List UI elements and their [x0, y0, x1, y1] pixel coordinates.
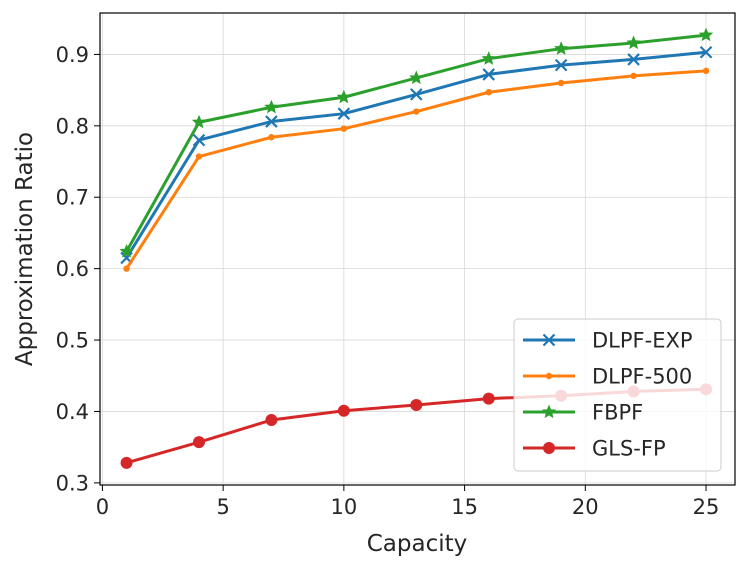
y-tick-label: 0.6: [56, 257, 89, 281]
data-point-dlpf-500: [340, 125, 348, 132]
x-marker-stroke: [627, 53, 640, 66]
data-point-dlpf-500: [485, 89, 492, 96]
x-marker-stroke: [192, 133, 206, 147]
legend-marker: [543, 442, 555, 454]
legend: DLPF-EXP DLPF-500 FBPF GLS-FP: [513, 318, 722, 472]
data-point-gls-fp: [482, 392, 495, 405]
data-point-gls-fp: [265, 414, 278, 427]
x-tick-label: 10: [330, 495, 357, 519]
x-marker-stroke: [482, 68, 496, 81]
data-point-dlpf-500: [123, 265, 130, 272]
data-point-dlpf-exp: [482, 68, 496, 81]
series-dlpf-500: [123, 67, 710, 272]
data-point-dlpf-500: [557, 79, 565, 87]
x-marker-stroke: [265, 115, 278, 128]
data-point-gls-fp: [120, 456, 133, 469]
data-point-fbpf: [698, 27, 714, 42]
legend-item-fbpf: FBPF: [523, 401, 643, 425]
x-marker-stroke: [542, 333, 556, 347]
legend-marker: [545, 372, 553, 380]
y-axis-label: Approximation Ratio: [12, 132, 38, 366]
legend-label: DLPF-EXP: [592, 329, 693, 353]
legend-marker: [541, 404, 557, 419]
data-point-dlpf-500: [268, 134, 275, 141]
data-point-gls-fp: [337, 404, 350, 417]
data-point-dlpf-exp: [265, 115, 278, 128]
data-point-fbpf: [119, 243, 134, 258]
series-fbpf: [119, 27, 714, 258]
data-point-fbpf: [553, 41, 569, 55]
x-marker-stroke: [554, 58, 568, 72]
data-point-gls-fp: [410, 399, 423, 412]
data-point-fbpf: [409, 70, 424, 85]
data-point-dlpf-exp: [337, 107, 351, 120]
x-tick-label: 20: [572, 495, 599, 519]
series-line-dlpf-500: [125, 69, 707, 270]
y-tick-label: 0.5: [56, 329, 89, 353]
series-line-fbpf: [125, 33, 707, 253]
y-tick-label: 0.8: [56, 114, 89, 138]
data-point-fbpf: [336, 89, 352, 104]
data-point-fbpf: [264, 99, 279, 114]
data-point-dlpf-exp: [699, 45, 713, 59]
legend-box: [513, 318, 722, 472]
data-point-dlpf-exp: [554, 58, 568, 72]
x-tick-label: 0: [96, 495, 109, 519]
legend-item-dlpf-exp: DLPF-EXP: [523, 329, 693, 353]
legend-marker: [542, 333, 556, 347]
x-tick-label: 15: [451, 495, 478, 519]
plot-frame: [99, 12, 736, 486]
x-tick-label: 5: [216, 495, 229, 519]
data-point-dlpf-500: [702, 67, 710, 75]
data-point-dlpf-500: [195, 153, 203, 160]
legend-label: GLS-FP: [592, 437, 666, 461]
x-tick-label: 25: [693, 495, 720, 519]
x-axis-label: Capacity: [367, 531, 468, 557]
data-point-dlpf-exp: [192, 133, 206, 147]
data-point-fbpf: [481, 51, 496, 65]
legend-label: FBPF: [592, 401, 643, 425]
data-point-fbpf: [626, 35, 641, 50]
legend-item-gls-fp: GLS-FP: [523, 437, 666, 461]
data-point-gls-fp: [192, 436, 205, 449]
data-point-dlpf-500: [413, 108, 420, 115]
legend-item-dlpf-500: DLPF-500: [523, 365, 692, 389]
x-marker-stroke: [699, 45, 713, 59]
y-tick-label: 0.3: [56, 471, 89, 495]
data-point-fbpf: [191, 114, 207, 129]
y-tick-label: 0.4: [56, 400, 89, 424]
series-layer: [119, 27, 714, 469]
y-tick-label: 0.7: [56, 186, 89, 210]
series-dlpf-exp: [120, 45, 713, 265]
y-tick-label: 0.9: [56, 43, 89, 67]
data-point-dlpf-exp: [627, 53, 640, 66]
axis-ticks: 0 5 10 15 20 25 0.3 0.4 0.5 0.6 0.7 0.8 0.9: [56, 43, 720, 519]
series-line-dlpf-exp: [125, 50, 707, 259]
data-point-dlpf-exp: [410, 88, 423, 101]
legend-label: DLPF-500: [592, 365, 692, 389]
x-marker-stroke: [410, 88, 423, 101]
data-point-dlpf-500: [630, 72, 637, 80]
x-marker-stroke: [337, 107, 351, 120]
x-marker-stroke: [120, 251, 133, 265]
